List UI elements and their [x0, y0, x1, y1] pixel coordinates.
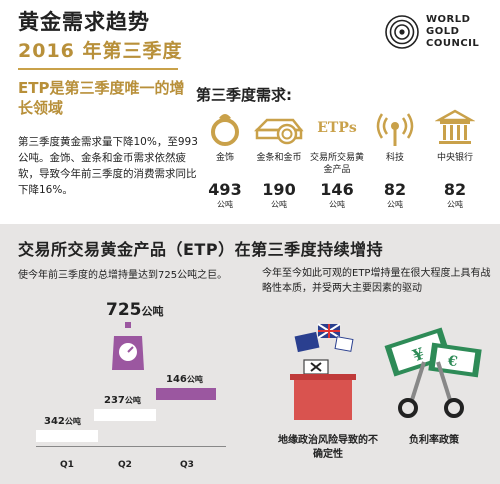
page-subtitle: 2016 年第三季度 [18, 40, 183, 62]
etps-icon: ETPs [317, 120, 357, 136]
etp-section-title: 交易所交易黄金产品（ETP）在第三季度持续增持 [18, 240, 384, 259]
chart-bar-q1 [36, 430, 98, 442]
etp-total-text: 使今年前三季度的总增持量达到725公吨之巨。 [18, 270, 228, 281]
category-technology: 科技 82 公吨 [366, 108, 424, 210]
chart-value-label-q2: 237公吨 [104, 395, 141, 406]
wgc-logo-text: WORLD GOLD COUNCIL [426, 14, 480, 49]
chart-baseline [36, 446, 226, 447]
bar-and-coin-icon [253, 118, 304, 145]
technology-icon [376, 113, 414, 146]
ballot-box-icon [290, 323, 356, 420]
chart-category-label-q3: Q3 [180, 460, 194, 470]
chart-category-label-q1: Q1 [60, 460, 74, 470]
chart-bar-q2 [94, 409, 156, 421]
scissors-money-icon: ¥ € [384, 327, 482, 418]
driver-geopolitical-label: 地缘政治风险导致的不确定性 [278, 435, 378, 460]
chart-value-label-q3: 146公吨 [166, 374, 203, 385]
driver-negative-rates-label: 负利率政策 [409, 435, 459, 446]
category-etps: ETPs 交易所交易黄金产品 146 公吨 [308, 108, 366, 210]
chart-category-label-q2: Q2 [118, 460, 132, 470]
q3-demand-heading: 第三季度需求: [196, 86, 292, 104]
category-central-bank: 中央银行 82 公吨 [426, 108, 484, 210]
etp-total-value: 725公吨 [106, 300, 164, 320]
central-bank-icon [435, 109, 475, 144]
world-gold-council-logo: WORLD GOLD COUNCIL [384, 12, 494, 60]
svg-text:€: € [446, 353, 459, 370]
category-bar-and-coin: 金条和金币 190 公吨 [250, 108, 308, 210]
wgc-logo-icon [385, 15, 419, 49]
divider [18, 68, 178, 70]
category-jewellery: 金饰 493 公吨 [196, 108, 254, 210]
etp-drivers-text: 今年至今如此可观的ETP增持量在很大程度上具有战略性本质，并受两大主要因素的驱动 [262, 268, 491, 294]
chart-value-label-q1: 342公吨 [44, 416, 81, 427]
chart-bar-q3 [156, 388, 216, 400]
demand-summary: 第三季度黄金需求量下降10%，至993公吨。金饰、金条和金币需求依然疲软，导致今… [18, 136, 198, 196]
jewellery-icon [211, 114, 239, 146]
page-title: 黄金需求趋势 [18, 10, 150, 34]
weighing-scale-icon [112, 322, 144, 370]
etp-growth-heading: ETP是第三季度唯一的增长领域 [18, 79, 185, 117]
